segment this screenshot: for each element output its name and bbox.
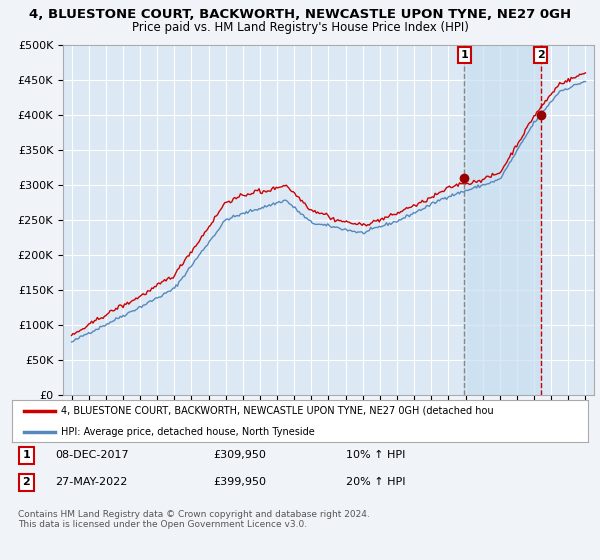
Text: 1: 1 (460, 50, 468, 60)
Text: Price paid vs. HM Land Registry's House Price Index (HPI): Price paid vs. HM Land Registry's House … (131, 21, 469, 34)
Text: 10% ↑ HPI: 10% ↑ HPI (346, 450, 406, 460)
Text: £399,950: £399,950 (214, 477, 266, 487)
Text: 2: 2 (536, 50, 544, 60)
Text: 1: 1 (23, 450, 30, 460)
Text: HPI: Average price, detached house, North Tyneside: HPI: Average price, detached house, Nort… (61, 427, 315, 437)
Text: 08-DEC-2017: 08-DEC-2017 (55, 450, 129, 460)
Text: 2: 2 (23, 477, 30, 487)
Text: 4, BLUESTONE COURT, BACKWORTH, NEWCASTLE UPON TYNE, NE27 0GH: 4, BLUESTONE COURT, BACKWORTH, NEWCASTLE… (29, 8, 571, 21)
Text: £309,950: £309,950 (214, 450, 266, 460)
Text: 20% ↑ HPI: 20% ↑ HPI (346, 477, 406, 487)
Text: 4, BLUESTONE COURT, BACKWORTH, NEWCASTLE UPON TYNE, NE27 0GH (detached hou: 4, BLUESTONE COURT, BACKWORTH, NEWCASTLE… (61, 406, 494, 416)
Bar (464, 45, 541, 395)
Text: Contains HM Land Registry data © Crown copyright and database right 2024.
This d: Contains HM Land Registry data © Crown c… (18, 510, 370, 529)
Text: 27-MAY-2022: 27-MAY-2022 (55, 477, 128, 487)
